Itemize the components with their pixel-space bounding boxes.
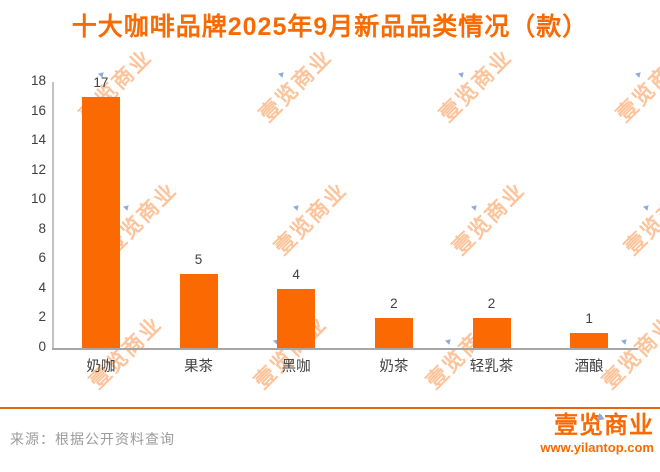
y-axis-tick-label: 18 bbox=[30, 73, 46, 88]
bar bbox=[570, 333, 609, 348]
bar bbox=[374, 318, 413, 348]
page-title: 十大咖啡品牌2025年9月新品品类情况（款） bbox=[71, 13, 589, 41]
category-label: 轻乳茶 bbox=[469, 359, 514, 375]
bar bbox=[472, 318, 511, 348]
bar-value-label: 2 bbox=[487, 296, 496, 312]
y-axis-tick-label: 4 bbox=[38, 279, 46, 295]
category-label: 奶茶 bbox=[379, 359, 409, 375]
category-label: 酒酿 bbox=[574, 359, 604, 375]
bar bbox=[179, 274, 218, 348]
y-axis-tick-label: 14 bbox=[30, 132, 46, 148]
bar-value-label: 1 bbox=[585, 311, 593, 327]
source-note: 来源：根据公开资料查询 bbox=[10, 431, 175, 447]
y-axis-tick-label: 6 bbox=[38, 250, 46, 266]
y-axis-tick-label: 12 bbox=[30, 161, 46, 177]
y-axis-tick-label: 10 bbox=[30, 191, 46, 207]
category-label: 黑咖 bbox=[281, 359, 311, 375]
bar bbox=[277, 288, 316, 348]
bar-value-label: 17 bbox=[93, 74, 109, 90]
brand-url: www.yilantop.com bbox=[540, 440, 654, 456]
y-axis-tick-label: 2 bbox=[38, 309, 46, 325]
brand-logo: 壹览商业 www.yilantop.com bbox=[540, 412, 654, 456]
bar bbox=[81, 96, 120, 348]
brand-name: 壹览商业 bbox=[554, 412, 654, 439]
y-axis-tick-label: 0 bbox=[38, 339, 46, 354]
y-axis-tick-label: 16 bbox=[30, 102, 46, 118]
category-label: 果茶 bbox=[184, 359, 213, 375]
x-axis-line bbox=[52, 348, 638, 350]
brand-name-text: 壹览商业 bbox=[554, 412, 654, 439]
category-label: 奶咖 bbox=[86, 359, 116, 375]
y-axis-tick-label: 8 bbox=[38, 220, 46, 236]
bar-value-label: 4 bbox=[292, 266, 300, 282]
footer-divider bbox=[0, 407, 660, 409]
bar-value-label: 2 bbox=[390, 296, 398, 312]
bar-value-label: 5 bbox=[194, 252, 203, 268]
y-axis-line bbox=[52, 82, 54, 348]
